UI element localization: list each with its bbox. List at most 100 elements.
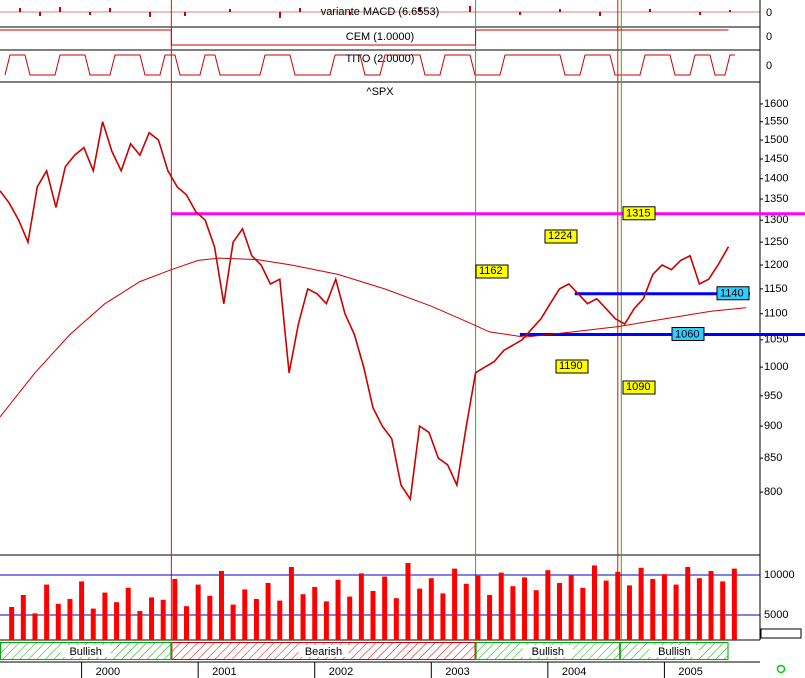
price-line — [0, 121, 730, 502]
volume-bar — [242, 589, 248, 640]
volume-bar — [358, 573, 364, 640]
volume-bar — [440, 593, 446, 640]
volume-bar — [300, 594, 306, 640]
y-tick-label: 1000 — [764, 361, 788, 373]
regime-label-bg — [60, 645, 111, 657]
volume-bar — [428, 578, 434, 640]
volume-bar — [347, 596, 353, 640]
regime-label-bg — [298, 645, 349, 657]
volume-bar — [184, 606, 190, 640]
volume-bar — [102, 592, 108, 640]
regime-label-bg — [649, 645, 700, 657]
volume-bar — [277, 600, 283, 640]
indicator-tick: 0 — [766, 31, 772, 43]
cem-line — [0, 29, 729, 46]
y-tick-label: 1300 — [764, 214, 788, 226]
volume-bar — [172, 579, 178, 640]
y-tick-label: 1550 — [764, 116, 788, 128]
y-tick-label: 5000 — [764, 609, 788, 621]
volume-bar — [323, 601, 329, 640]
level-label: 1060 — [675, 328, 699, 340]
y-tick-label: 1050 — [764, 334, 788, 346]
level-box — [716, 286, 750, 301]
x-tick-label: 2002 — [329, 666, 353, 678]
volume-bar — [67, 599, 73, 640]
volume-bar — [55, 603, 61, 640]
regime-label-bg — [522, 645, 573, 657]
volume-bar — [335, 579, 341, 640]
scale-box — [760, 628, 802, 639]
tito-line — [4, 54, 735, 76]
regime-label: Bearish — [305, 646, 342, 658]
annotation: 1190 — [559, 360, 583, 372]
volume-bar — [685, 567, 691, 640]
y-tick-label: 850 — [764, 452, 782, 464]
y-tick-label: 1350 — [764, 193, 788, 205]
y-tick-label: 1450 — [764, 153, 788, 165]
volume-bar — [79, 581, 85, 640]
volume-bar — [160, 599, 166, 640]
volume-bar — [568, 575, 574, 640]
volume-bar — [417, 588, 423, 640]
y-tick-label: 950 — [764, 390, 782, 402]
regime-label: Bullish — [658, 646, 690, 658]
y-tick-label: 1500 — [764, 134, 788, 146]
indicator-label: TITO (2.0000) — [346, 53, 415, 65]
level-label: 1315 — [626, 208, 650, 220]
annotation-box — [475, 264, 509, 279]
volume-bar — [580, 587, 586, 640]
volume-bar — [626, 585, 632, 640]
volume-bar — [312, 587, 318, 640]
indicator-tick: 0 — [766, 7, 772, 19]
volume-bar — [44, 584, 50, 640]
volume-bar — [591, 565, 597, 640]
volume-bar — [463, 583, 469, 640]
annotation: 1090 — [626, 381, 650, 393]
volume-bar — [661, 574, 667, 640]
volume-bar — [393, 598, 399, 640]
volume-bar — [32, 613, 38, 640]
moving-average — [0, 257, 747, 418]
volume-bar — [498, 572, 504, 640]
volume-bar — [218, 571, 224, 640]
annotation-box — [544, 229, 578, 244]
volume-bar — [9, 607, 15, 640]
volume-bar — [557, 583, 563, 640]
annotation: 1224 — [548, 230, 572, 242]
volume-bar — [673, 584, 679, 640]
x-tick-label: 2005 — [678, 666, 702, 678]
volume-bar — [731, 568, 737, 640]
y-tick-label: 1200 — [764, 259, 788, 271]
x-tick-label: 2000 — [96, 666, 120, 678]
y-tick-label: 1400 — [764, 173, 788, 185]
y-tick-label: 1600 — [764, 98, 788, 110]
x-tick-label: 2004 — [562, 666, 586, 678]
volume-bar — [545, 570, 551, 640]
volume-bar — [195, 584, 201, 640]
volume-bar — [370, 591, 376, 640]
y-tick-label: 1100 — [764, 308, 788, 320]
indicator-tick: 0 — [766, 60, 772, 72]
volume-bar — [522, 577, 528, 640]
volume-bar — [638, 567, 644, 640]
annotation-box — [622, 380, 656, 395]
annotation: 1162 — [479, 265, 503, 277]
regime-label: Bullish — [69, 646, 101, 658]
level-box — [671, 327, 705, 342]
level-box — [622, 206, 656, 221]
volume-bar — [510, 586, 516, 640]
regime-label: Bullish — [532, 646, 564, 658]
volume-bar — [650, 579, 656, 640]
x-tick-label: 2001 — [212, 666, 236, 678]
volume-bar — [265, 583, 271, 640]
volume-bar — [230, 604, 236, 640]
chart-title: ^SPX — [366, 86, 394, 98]
volume-bar — [487, 595, 493, 640]
volume-bar — [452, 568, 458, 640]
indicator-label: variante MACD (6.6553) — [321, 6, 440, 18]
y-tick-label: 10000 — [764, 569, 795, 581]
volume-bar — [382, 576, 388, 640]
indicator-label: CEM (1.0000) — [346, 31, 414, 43]
volume-bar — [20, 595, 26, 640]
